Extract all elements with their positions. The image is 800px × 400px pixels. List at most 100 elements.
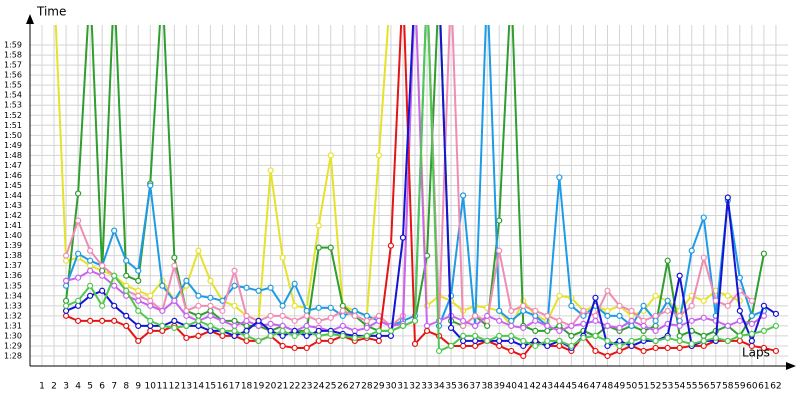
point bbox=[688, 302, 695, 309]
point bbox=[183, 277, 190, 284]
point bbox=[147, 322, 154, 329]
y-tick-label: 1:59 bbox=[4, 41, 22, 50]
point bbox=[207, 307, 214, 314]
point bbox=[111, 282, 118, 289]
point bbox=[99, 317, 106, 324]
point bbox=[772, 322, 780, 329]
point bbox=[219, 317, 226, 324]
point bbox=[147, 182, 154, 189]
point bbox=[520, 342, 527, 350]
point bbox=[87, 282, 94, 289]
point bbox=[736, 332, 743, 340]
point bbox=[496, 217, 503, 224]
point bbox=[496, 307, 503, 314]
point bbox=[375, 332, 382, 340]
point bbox=[652, 312, 659, 319]
point bbox=[640, 327, 647, 334]
point bbox=[676, 322, 683, 329]
x-tick-label: 2 bbox=[51, 382, 57, 392]
y-tick-label: 1:34 bbox=[4, 291, 22, 300]
point bbox=[604, 352, 611, 360]
point bbox=[652, 292, 659, 299]
point bbox=[99, 302, 106, 309]
point bbox=[135, 292, 142, 299]
point bbox=[267, 327, 274, 334]
y-tick-label: 1:50 bbox=[4, 131, 22, 140]
x-tick-label: 49 bbox=[614, 382, 626, 392]
point bbox=[628, 307, 635, 314]
point bbox=[207, 277, 214, 284]
point bbox=[460, 317, 467, 324]
y-tick-label: 1:33 bbox=[4, 301, 22, 310]
point bbox=[447, 324, 455, 331]
point bbox=[616, 324, 623, 331]
point bbox=[243, 284, 250, 291]
x-tick-label: 47 bbox=[590, 382, 601, 392]
point bbox=[231, 327, 238, 334]
point bbox=[315, 337, 322, 345]
point bbox=[592, 312, 599, 319]
y-tick-label: 1:39 bbox=[4, 241, 22, 250]
point bbox=[556, 174, 563, 181]
point bbox=[231, 332, 238, 340]
point bbox=[363, 312, 370, 319]
point bbox=[556, 327, 563, 334]
point bbox=[123, 322, 130, 329]
point bbox=[267, 284, 274, 291]
point bbox=[171, 297, 178, 304]
point bbox=[183, 312, 190, 319]
point bbox=[760, 250, 768, 257]
point bbox=[435, 347, 443, 355]
point bbox=[520, 307, 527, 314]
point bbox=[207, 322, 214, 329]
y-axis-title: Time bbox=[36, 5, 66, 19]
point bbox=[74, 190, 82, 197]
point bbox=[700, 332, 707, 340]
x-tick-label: 30 bbox=[385, 382, 397, 392]
x-tick-label: 25 bbox=[325, 382, 336, 392]
point bbox=[87, 267, 94, 274]
point bbox=[219, 327, 226, 334]
x-tick-label: 6 bbox=[99, 382, 105, 392]
point bbox=[700, 254, 707, 261]
point bbox=[207, 294, 214, 301]
point bbox=[472, 322, 479, 329]
point bbox=[520, 324, 527, 331]
point bbox=[508, 332, 515, 340]
point bbox=[712, 297, 719, 304]
point bbox=[664, 307, 671, 314]
point bbox=[460, 192, 467, 199]
point bbox=[123, 272, 130, 279]
point bbox=[676, 312, 683, 319]
point bbox=[315, 222, 322, 229]
x-tick-label: 46 bbox=[578, 382, 590, 392]
series-line bbox=[65, 25, 765, 332]
x-tick-label: 34 bbox=[433, 382, 445, 392]
point bbox=[291, 302, 298, 309]
x-tick-label: 5 bbox=[87, 382, 93, 392]
point bbox=[616, 312, 623, 319]
point bbox=[267, 332, 274, 340]
x-tick-label: 1 bbox=[39, 382, 45, 392]
point bbox=[279, 327, 286, 334]
point bbox=[664, 334, 671, 342]
y-tick-label: 1:56 bbox=[4, 71, 22, 80]
point bbox=[231, 302, 238, 309]
point bbox=[279, 312, 286, 319]
point bbox=[87, 262, 94, 269]
point bbox=[291, 344, 298, 352]
point bbox=[339, 332, 346, 340]
point bbox=[62, 282, 70, 289]
point bbox=[544, 337, 551, 345]
point bbox=[760, 344, 768, 352]
point bbox=[652, 344, 659, 352]
point bbox=[508, 317, 515, 324]
point bbox=[544, 312, 551, 319]
x-tick-label: 17 bbox=[229, 382, 240, 392]
point bbox=[652, 322, 659, 329]
x-tick-label: 29 bbox=[373, 382, 385, 392]
point bbox=[724, 302, 731, 309]
y-tick-label: 1:40 bbox=[4, 231, 22, 240]
point bbox=[724, 194, 731, 201]
point bbox=[87, 317, 94, 324]
